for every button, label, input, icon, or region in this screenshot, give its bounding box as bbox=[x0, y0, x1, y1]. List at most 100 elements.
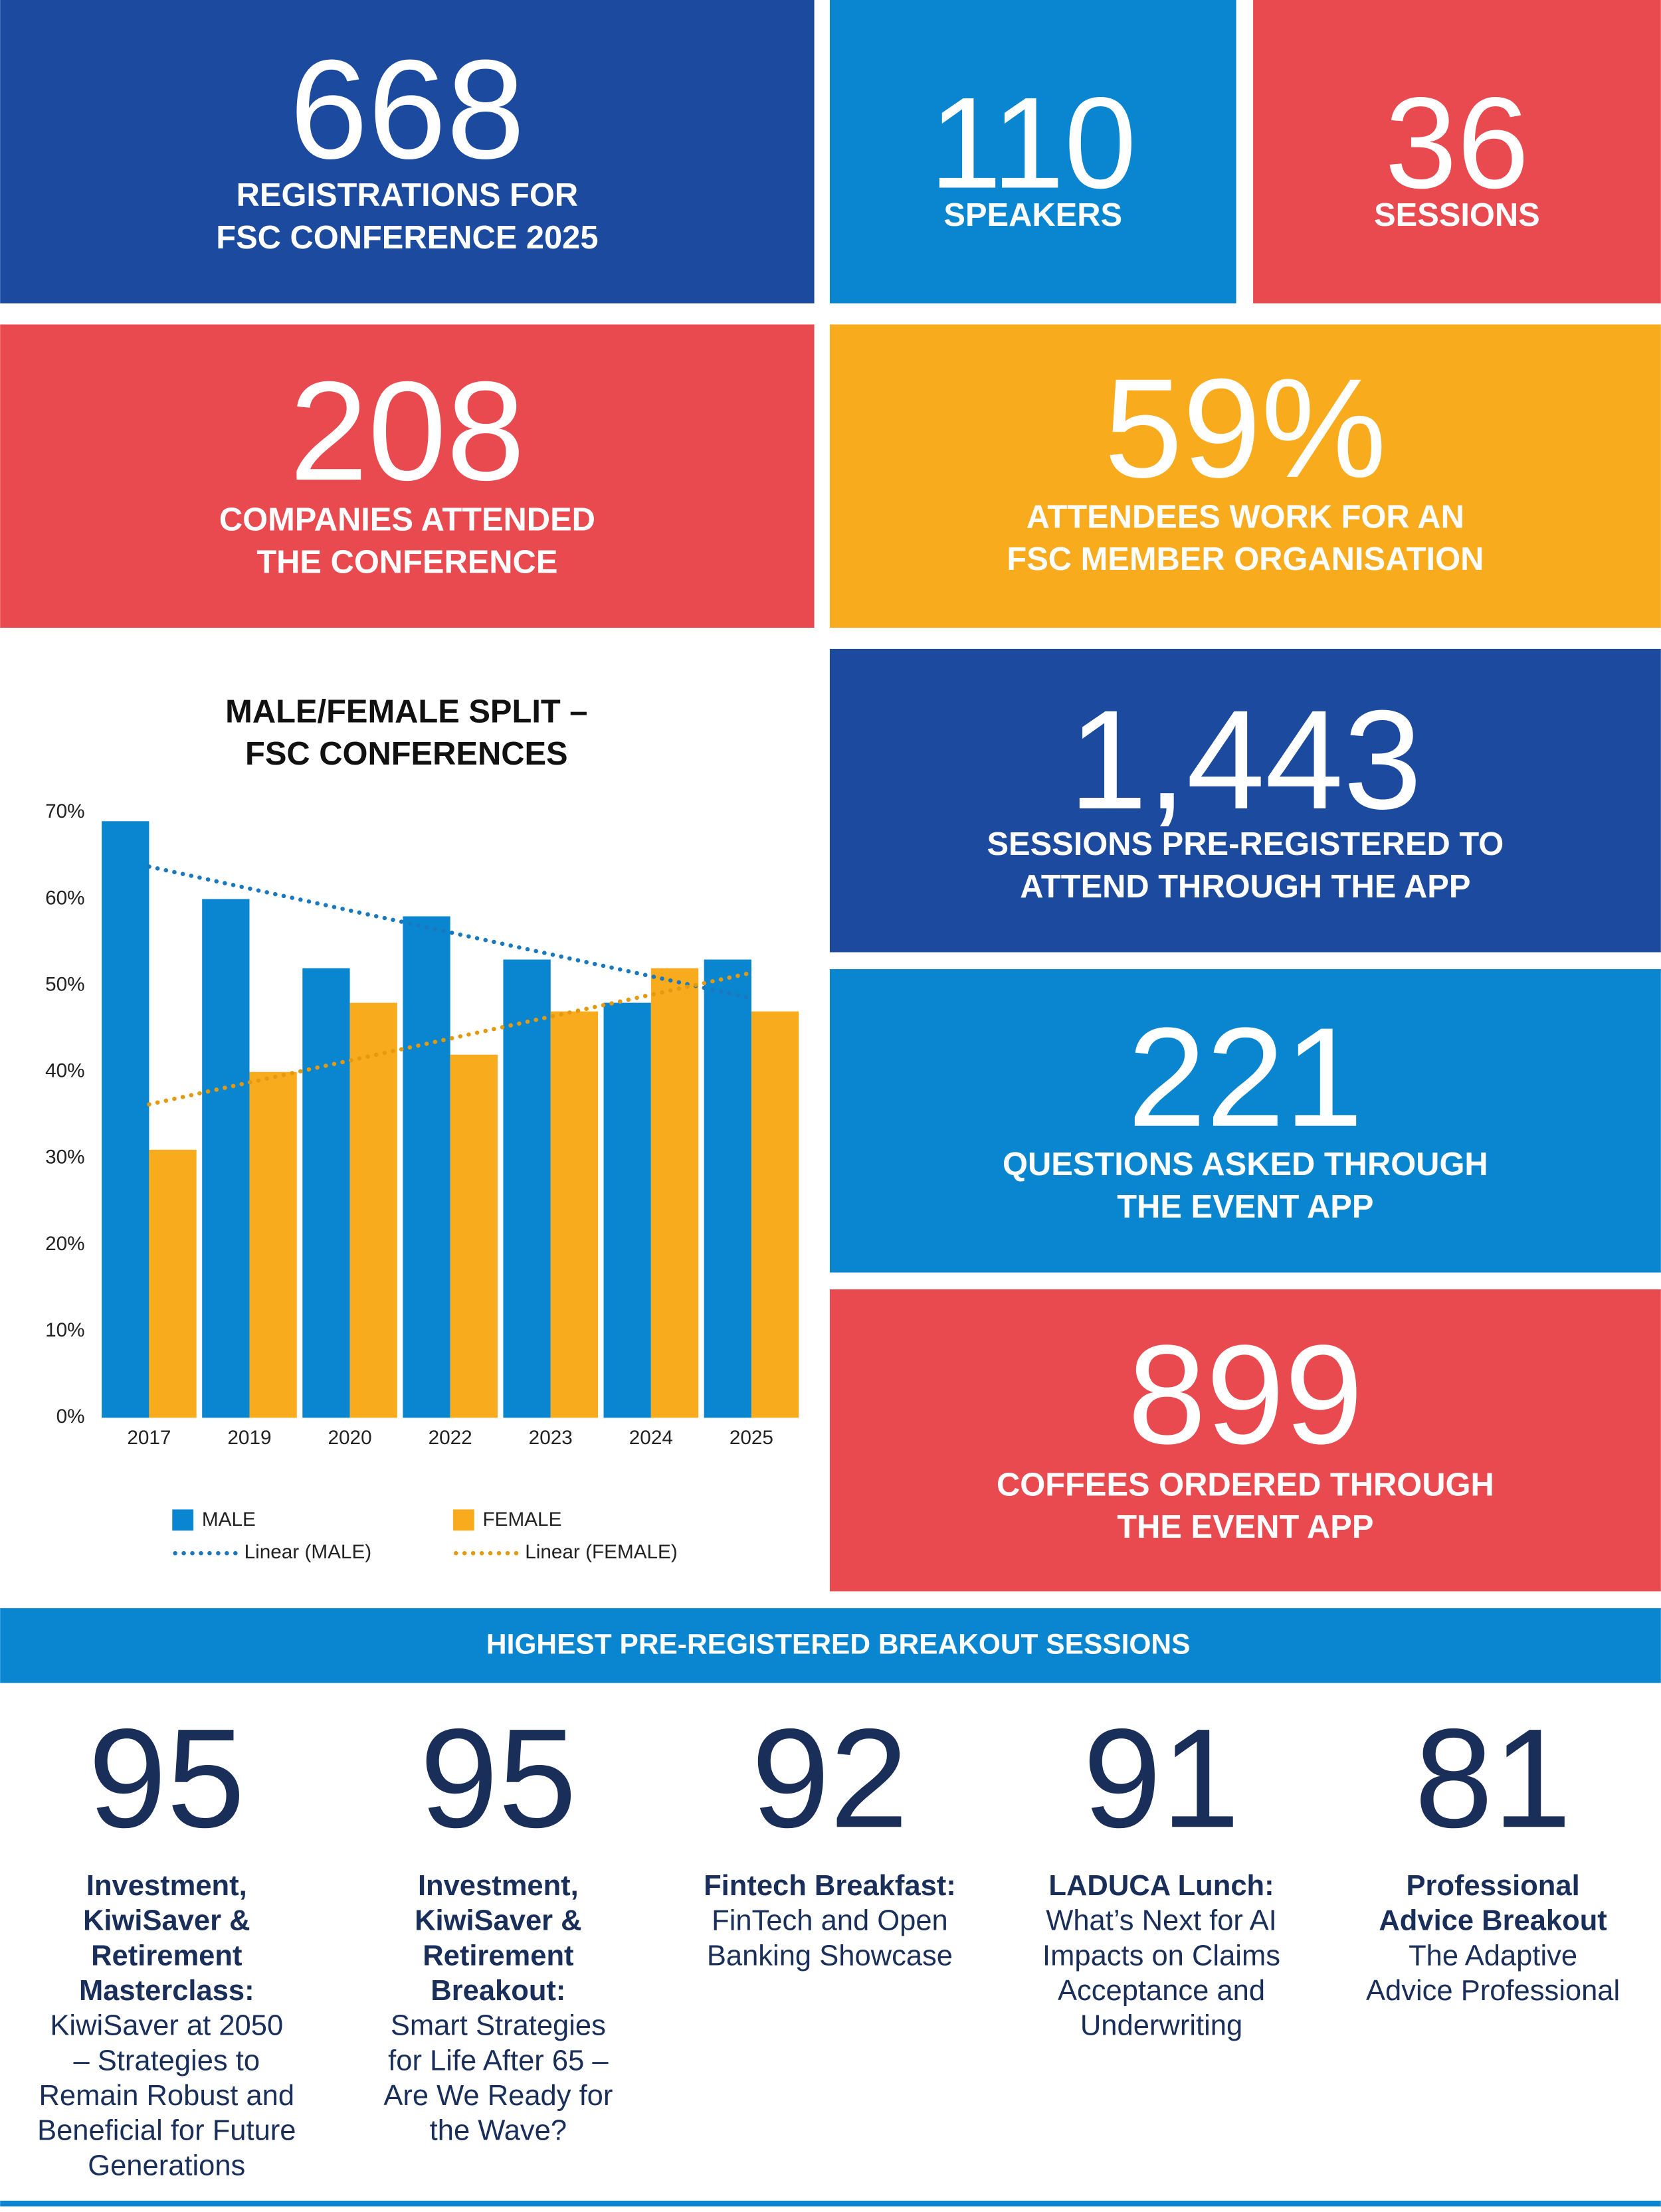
legend-swatch bbox=[452, 1509, 474, 1531]
bar bbox=[403, 916, 450, 1418]
trend-line bbox=[147, 970, 754, 1107]
stat-label: COFFEES ORDERED THROUGH bbox=[997, 1467, 1494, 1503]
y-tick-label: 40% bbox=[45, 1060, 84, 1082]
legend-swatch bbox=[172, 1509, 194, 1531]
stat-number: 36 bbox=[1385, 70, 1529, 215]
banner-title: HIGHEST PRE-REGISTERED BREAKOUT SESSIONS bbox=[486, 1629, 1191, 1660]
session-title: Fintech Breakfast: bbox=[704, 1870, 956, 1902]
stat-number: 208 bbox=[290, 353, 525, 510]
session-description: Beneficial for Future bbox=[37, 2115, 296, 2147]
session-description: The Adaptive bbox=[1409, 1940, 1577, 1972]
session-title: KiwiSaver & bbox=[83, 1905, 250, 1937]
stat-number: 899 bbox=[1127, 1317, 1363, 1474]
bar bbox=[302, 968, 350, 1418]
x-tick-label: 2024 bbox=[629, 1427, 673, 1449]
session-title: Masterclass: bbox=[79, 1975, 254, 2007]
session-description: the Wave? bbox=[430, 2115, 567, 2147]
y-tick-label: 0% bbox=[56, 1406, 85, 1428]
session-title: Investment, bbox=[86, 1870, 247, 1902]
x-tick-label: 2019 bbox=[227, 1427, 271, 1449]
session-description: Smart Strategies bbox=[391, 2010, 606, 2042]
session-description: Are We Ready for bbox=[383, 2080, 613, 2112]
bar bbox=[503, 959, 551, 1418]
session-description: What’s Next for AI bbox=[1046, 1905, 1276, 1937]
bar bbox=[650, 968, 699, 1418]
session-description: for Life After 65 – bbox=[388, 2045, 609, 2076]
x-tick-label: 2023 bbox=[529, 1427, 573, 1449]
y-tick-label: 30% bbox=[45, 1147, 84, 1168]
session-title: Breakout: bbox=[431, 1975, 565, 2007]
session-title: Retirement bbox=[91, 1940, 242, 1972]
stat-number: 1,443 bbox=[1069, 682, 1422, 839]
stat-label: SESSIONS PRE-REGISTERED TO bbox=[987, 826, 1504, 862]
stat-label: THE EVENT APP bbox=[1117, 1509, 1373, 1545]
legend-label: MALE bbox=[202, 1509, 256, 1530]
legend-label: FEMALE bbox=[483, 1509, 562, 1530]
session-title: LADUCA Lunch: bbox=[1048, 1870, 1274, 1902]
session-description: FinTech and Open bbox=[712, 1905, 948, 1937]
session-number: 91 bbox=[1083, 1700, 1240, 1857]
y-tick-label: 50% bbox=[45, 973, 84, 995]
session-description: Impacts on Claims bbox=[1042, 1940, 1280, 1972]
stat-tile bbox=[829, 324, 1661, 628]
session-description: Banking Showcase bbox=[707, 1940, 953, 1972]
bar bbox=[450, 1054, 498, 1418]
y-tick-label: 60% bbox=[45, 887, 84, 909]
session-description: – Strategies to bbox=[73, 2045, 260, 2076]
chart-title: MALE/FEMALE SPLIT – bbox=[225, 694, 587, 730]
bar bbox=[751, 1011, 799, 1418]
session-description: Advice Professional bbox=[1366, 1975, 1620, 2007]
session-description: KiwiSaver at 2050 bbox=[50, 2010, 283, 2042]
session-description: Remain Robust and bbox=[39, 2080, 294, 2112]
x-tick-label: 2020 bbox=[328, 1427, 372, 1449]
bar bbox=[349, 1002, 397, 1418]
legend-trend-label: Linear (FEMALE) bbox=[525, 1541, 678, 1563]
session-number: 95 bbox=[420, 1700, 577, 1857]
session-title: Professional bbox=[1406, 1870, 1579, 1902]
stat-tile bbox=[0, 0, 815, 304]
stat-label: THE CONFERENCE bbox=[256, 544, 557, 580]
stat-tile bbox=[829, 648, 1661, 953]
y-tick-label: 20% bbox=[45, 1233, 84, 1255]
session-description: Generations bbox=[88, 2150, 245, 2181]
trend-line bbox=[147, 864, 754, 1000]
stat-label: FSC MEMBER ORGANISATION bbox=[1007, 541, 1484, 577]
stat-label: SESSIONS bbox=[1374, 197, 1540, 233]
stat-tile bbox=[0, 324, 815, 628]
stat-tile bbox=[829, 0, 1236, 304]
stat-number: 221 bbox=[1127, 999, 1363, 1156]
y-tick-label: 70% bbox=[45, 800, 84, 822]
stat-tile bbox=[1253, 0, 1661, 304]
bar bbox=[704, 959, 751, 1418]
stat-number: 668 bbox=[290, 31, 525, 189]
stat-label: COMPANIES ATTENDED bbox=[219, 502, 595, 538]
bar bbox=[603, 1002, 651, 1418]
bar bbox=[149, 1149, 197, 1418]
stat-label: ATTENDEES WORK FOR AN bbox=[1026, 499, 1464, 535]
session-description: Underwriting bbox=[1080, 2010, 1242, 2042]
stat-label: THE EVENT APP bbox=[1117, 1189, 1373, 1225]
bar bbox=[102, 821, 149, 1418]
stat-label: FSC CONFERENCE 2025 bbox=[216, 220, 598, 256]
session-title: Investment, bbox=[418, 1870, 579, 1902]
x-tick-label: 2017 bbox=[127, 1427, 171, 1449]
bar bbox=[202, 899, 250, 1418]
chart-title: FSC CONFERENCES bbox=[245, 736, 568, 772]
bottom-rule bbox=[0, 2201, 1661, 2207]
stat-number: 59% bbox=[1104, 350, 1387, 507]
x-tick-label: 2025 bbox=[730, 1427, 773, 1449]
x-tick-label: 2022 bbox=[429, 1427, 472, 1449]
session-number: 95 bbox=[88, 1700, 245, 1857]
session-description: Acceptance and bbox=[1058, 1975, 1265, 2007]
session-title: KiwiSaver & bbox=[415, 1905, 582, 1937]
stat-label: SPEAKERS bbox=[943, 197, 1122, 233]
stat-label: ATTEND THROUGH THE APP bbox=[1020, 869, 1470, 905]
session-number: 81 bbox=[1415, 1700, 1571, 1857]
bar bbox=[249, 1071, 297, 1418]
stat-label: REGISTRATIONS FOR bbox=[237, 177, 579, 213]
banner bbox=[0, 1608, 1661, 1683]
y-tick-label: 10% bbox=[45, 1319, 84, 1341]
session-title: Retirement bbox=[423, 1940, 573, 1972]
stat-label: QUESTIONS ASKED THROUGH bbox=[1003, 1147, 1488, 1182]
stat-number: 110 bbox=[929, 70, 1136, 215]
